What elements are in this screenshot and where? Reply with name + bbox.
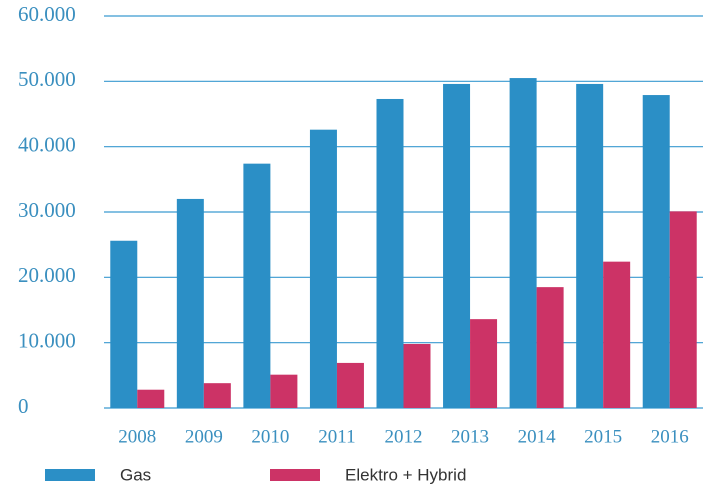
x-tick-label: 2013 bbox=[451, 426, 489, 447]
bar bbox=[470, 319, 498, 408]
bar bbox=[203, 383, 231, 408]
bar bbox=[603, 261, 631, 408]
x-tick-label: 2008 bbox=[118, 426, 156, 447]
bar bbox=[270, 374, 298, 408]
bar bbox=[509, 78, 537, 409]
x-tick-label: 2016 bbox=[651, 426, 689, 447]
bar bbox=[536, 287, 564, 408]
y-tick-label: 40.000 bbox=[18, 132, 76, 156]
bar bbox=[576, 83, 604, 409]
bar bbox=[137, 389, 165, 408]
x-tick-label: 2012 bbox=[385, 426, 423, 447]
y-tick-label: 10.000 bbox=[18, 328, 76, 352]
x-tick-label: 2009 bbox=[185, 426, 223, 447]
bar bbox=[642, 95, 670, 408]
legend-swatch bbox=[270, 469, 320, 481]
bar bbox=[176, 198, 204, 408]
y-tick-label: 60.000 bbox=[18, 2, 76, 26]
legend-label: Gas bbox=[120, 465, 151, 484]
x-tick-label: 2011 bbox=[318, 426, 355, 447]
bar bbox=[243, 163, 271, 408]
x-tick-label: 2010 bbox=[251, 426, 289, 447]
x-tick-label: 2014 bbox=[518, 426, 557, 447]
bar bbox=[336, 362, 364, 408]
y-tick-label: 0 bbox=[18, 394, 29, 418]
bar bbox=[110, 240, 138, 408]
legend-label: Elektro + Hybrid bbox=[345, 465, 466, 484]
y-tick-label: 20.000 bbox=[18, 263, 76, 287]
x-tick-label: 2015 bbox=[584, 426, 622, 447]
bar bbox=[403, 343, 431, 408]
y-tick-label: 50.000 bbox=[18, 67, 76, 91]
bar bbox=[309, 129, 337, 408]
y-tick-label: 30.000 bbox=[18, 198, 76, 222]
bar bbox=[669, 211, 697, 408]
bar bbox=[376, 98, 404, 409]
legend-swatch bbox=[45, 469, 95, 481]
bar bbox=[443, 83, 471, 409]
